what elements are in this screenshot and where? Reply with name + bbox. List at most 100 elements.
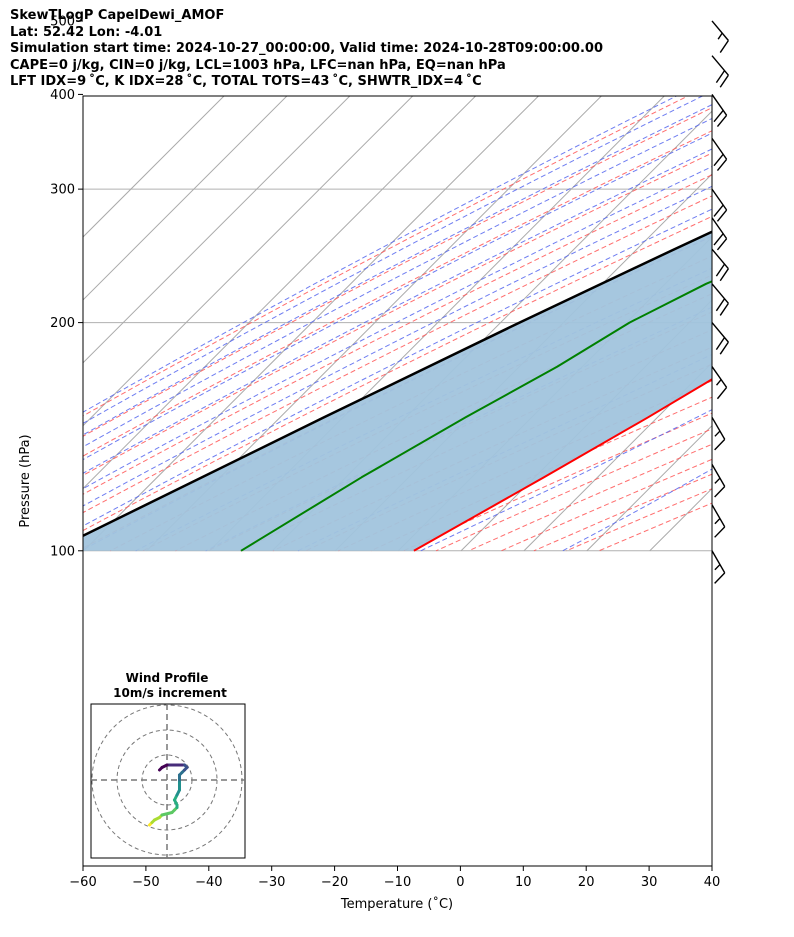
moist-adiabat-line bbox=[83, 148, 712, 474]
wind-barb bbox=[711, 137, 728, 172]
hodograph-title: Wind Profile bbox=[126, 671, 209, 685]
y-tick-label: 300 bbox=[50, 183, 75, 198]
x-tick-label: −40 bbox=[195, 875, 222, 890]
y-tick-label: 400 bbox=[50, 88, 75, 103]
x-tick-label: −50 bbox=[132, 875, 159, 890]
barb-feather bbox=[716, 387, 728, 400]
barb-half-feather bbox=[717, 32, 723, 40]
barb-feather bbox=[719, 74, 729, 88]
chart-title: SkewTLogP CapelDewi_AMOF bbox=[10, 8, 225, 23]
isotherm-line bbox=[713, 0, 794, 551]
wind-barb bbox=[711, 366, 728, 400]
barb-staff bbox=[711, 504, 726, 528]
barb-feather bbox=[714, 572, 726, 584]
time-line: Simulation start time: 2024-10-27_00:00:… bbox=[10, 41, 603, 56]
isotherm-line bbox=[83, 96, 477, 490]
wind-barb bbox=[711, 550, 726, 584]
isotherm-line bbox=[83, 96, 225, 238]
y-tick-label: 200 bbox=[50, 316, 75, 331]
barb-feather bbox=[716, 114, 728, 128]
y-tick-label: 100 bbox=[50, 544, 75, 559]
moist-adiabat-line bbox=[83, 104, 712, 436]
barb-staff bbox=[711, 188, 728, 211]
barb-staff bbox=[711, 464, 726, 487]
barb-staff bbox=[711, 94, 728, 116]
barb-feather bbox=[716, 238, 728, 251]
wind-barb bbox=[711, 217, 728, 251]
barb-half-feather bbox=[715, 379, 722, 386]
wind-barb bbox=[711, 94, 728, 128]
isotherm-line bbox=[146, 96, 603, 552]
barb-feather bbox=[719, 40, 729, 53]
wind-barb bbox=[711, 504, 726, 538]
dewpoint-profile-line bbox=[240, 280, 712, 552]
barb-staff bbox=[711, 550, 726, 574]
wind-barb bbox=[711, 248, 729, 282]
dry-adiabat-line bbox=[83, 174, 712, 495]
wind-barb bbox=[711, 20, 729, 53]
barb-staff bbox=[711, 55, 729, 76]
barb-staff bbox=[711, 322, 729, 343]
wind-barb bbox=[711, 188, 728, 222]
wind-barb bbox=[711, 283, 729, 316]
isotherm-line bbox=[83, 96, 414, 427]
barb-feather bbox=[713, 153, 724, 167]
barb-staff bbox=[711, 217, 728, 240]
isotherm-line bbox=[776, 0, 794, 551]
hodograph-trace bbox=[160, 811, 174, 817]
moist-adiabat-line bbox=[83, 96, 704, 424]
dry-adiabat-line bbox=[83, 107, 712, 437]
dry-adiabat-line bbox=[83, 215, 712, 532]
hodograph-inset bbox=[90, 703, 246, 859]
isotherm-line bbox=[83, 96, 288, 301]
parcel-profile-line bbox=[83, 230, 712, 538]
barb-feather bbox=[714, 438, 726, 451]
barb-feather bbox=[719, 268, 729, 282]
barb-staff bbox=[711, 20, 729, 41]
x-tick-label: 0 bbox=[456, 875, 464, 890]
dry-adiabat-line bbox=[83, 130, 712, 457]
x-tick-label: 20 bbox=[578, 875, 595, 890]
barb-half-feather bbox=[714, 430, 721, 437]
barb-feather bbox=[715, 263, 726, 277]
barb-feather bbox=[713, 204, 724, 217]
x-tick-label: −20 bbox=[321, 875, 348, 890]
barb-feather bbox=[715, 70, 726, 84]
hodograph-content bbox=[91, 704, 245, 858]
barb-half-feather bbox=[714, 564, 721, 571]
barb-feather bbox=[713, 109, 724, 123]
wind-barbs bbox=[711, 20, 729, 584]
indices-line-1: CAPE=0 j/kg, CIN=0 j/kg, LCL=1003 hPa, L… bbox=[10, 57, 506, 73]
moist-adiabat-line bbox=[83, 132, 712, 461]
isotherm-line bbox=[83, 96, 351, 364]
y-axis-label: Pressure (hPa) bbox=[18, 434, 33, 527]
x-tick-label: −60 bbox=[69, 875, 96, 890]
chart-header: SkewTLogP CapelDewi_AMOF Lat: 52.42 Lon:… bbox=[10, 8, 603, 91]
wind-barb bbox=[711, 416, 726, 451]
isotherm-line bbox=[523, 362, 712, 552]
wind-barb bbox=[711, 464, 726, 498]
moist-adiabat-line bbox=[83, 185, 712, 507]
barb-staff bbox=[711, 137, 728, 160]
moist-adiabat-line bbox=[83, 208, 712, 527]
x-tick-label: 30 bbox=[641, 875, 658, 890]
wind-barb bbox=[711, 322, 729, 355]
profiles bbox=[83, 230, 712, 552]
cape-cin-shading bbox=[83, 231, 712, 551]
barb-feather bbox=[716, 209, 728, 222]
x-tick-label: −10 bbox=[384, 875, 411, 890]
x-tick-label: 40 bbox=[704, 875, 721, 890]
x-axis-label: Temperature (˚C) bbox=[340, 896, 453, 912]
barb-feather bbox=[713, 233, 724, 246]
barb-staff bbox=[711, 248, 729, 270]
moist-adiabat-line bbox=[83, 165, 712, 490]
barb-feather bbox=[719, 341, 729, 355]
axes: −60 −50 −40 −30 −20 −10 0 10 20 30 40 100 200 300 400 5… bbox=[50, 14, 721, 890]
hodograph-subtitle: 10m/s increment bbox=[113, 686, 227, 700]
barb-half-feather bbox=[714, 477, 721, 484]
barb-feather bbox=[719, 302, 729, 316]
barb-feather bbox=[715, 337, 726, 350]
barb-feather bbox=[715, 298, 726, 312]
barb-staff bbox=[711, 283, 729, 304]
